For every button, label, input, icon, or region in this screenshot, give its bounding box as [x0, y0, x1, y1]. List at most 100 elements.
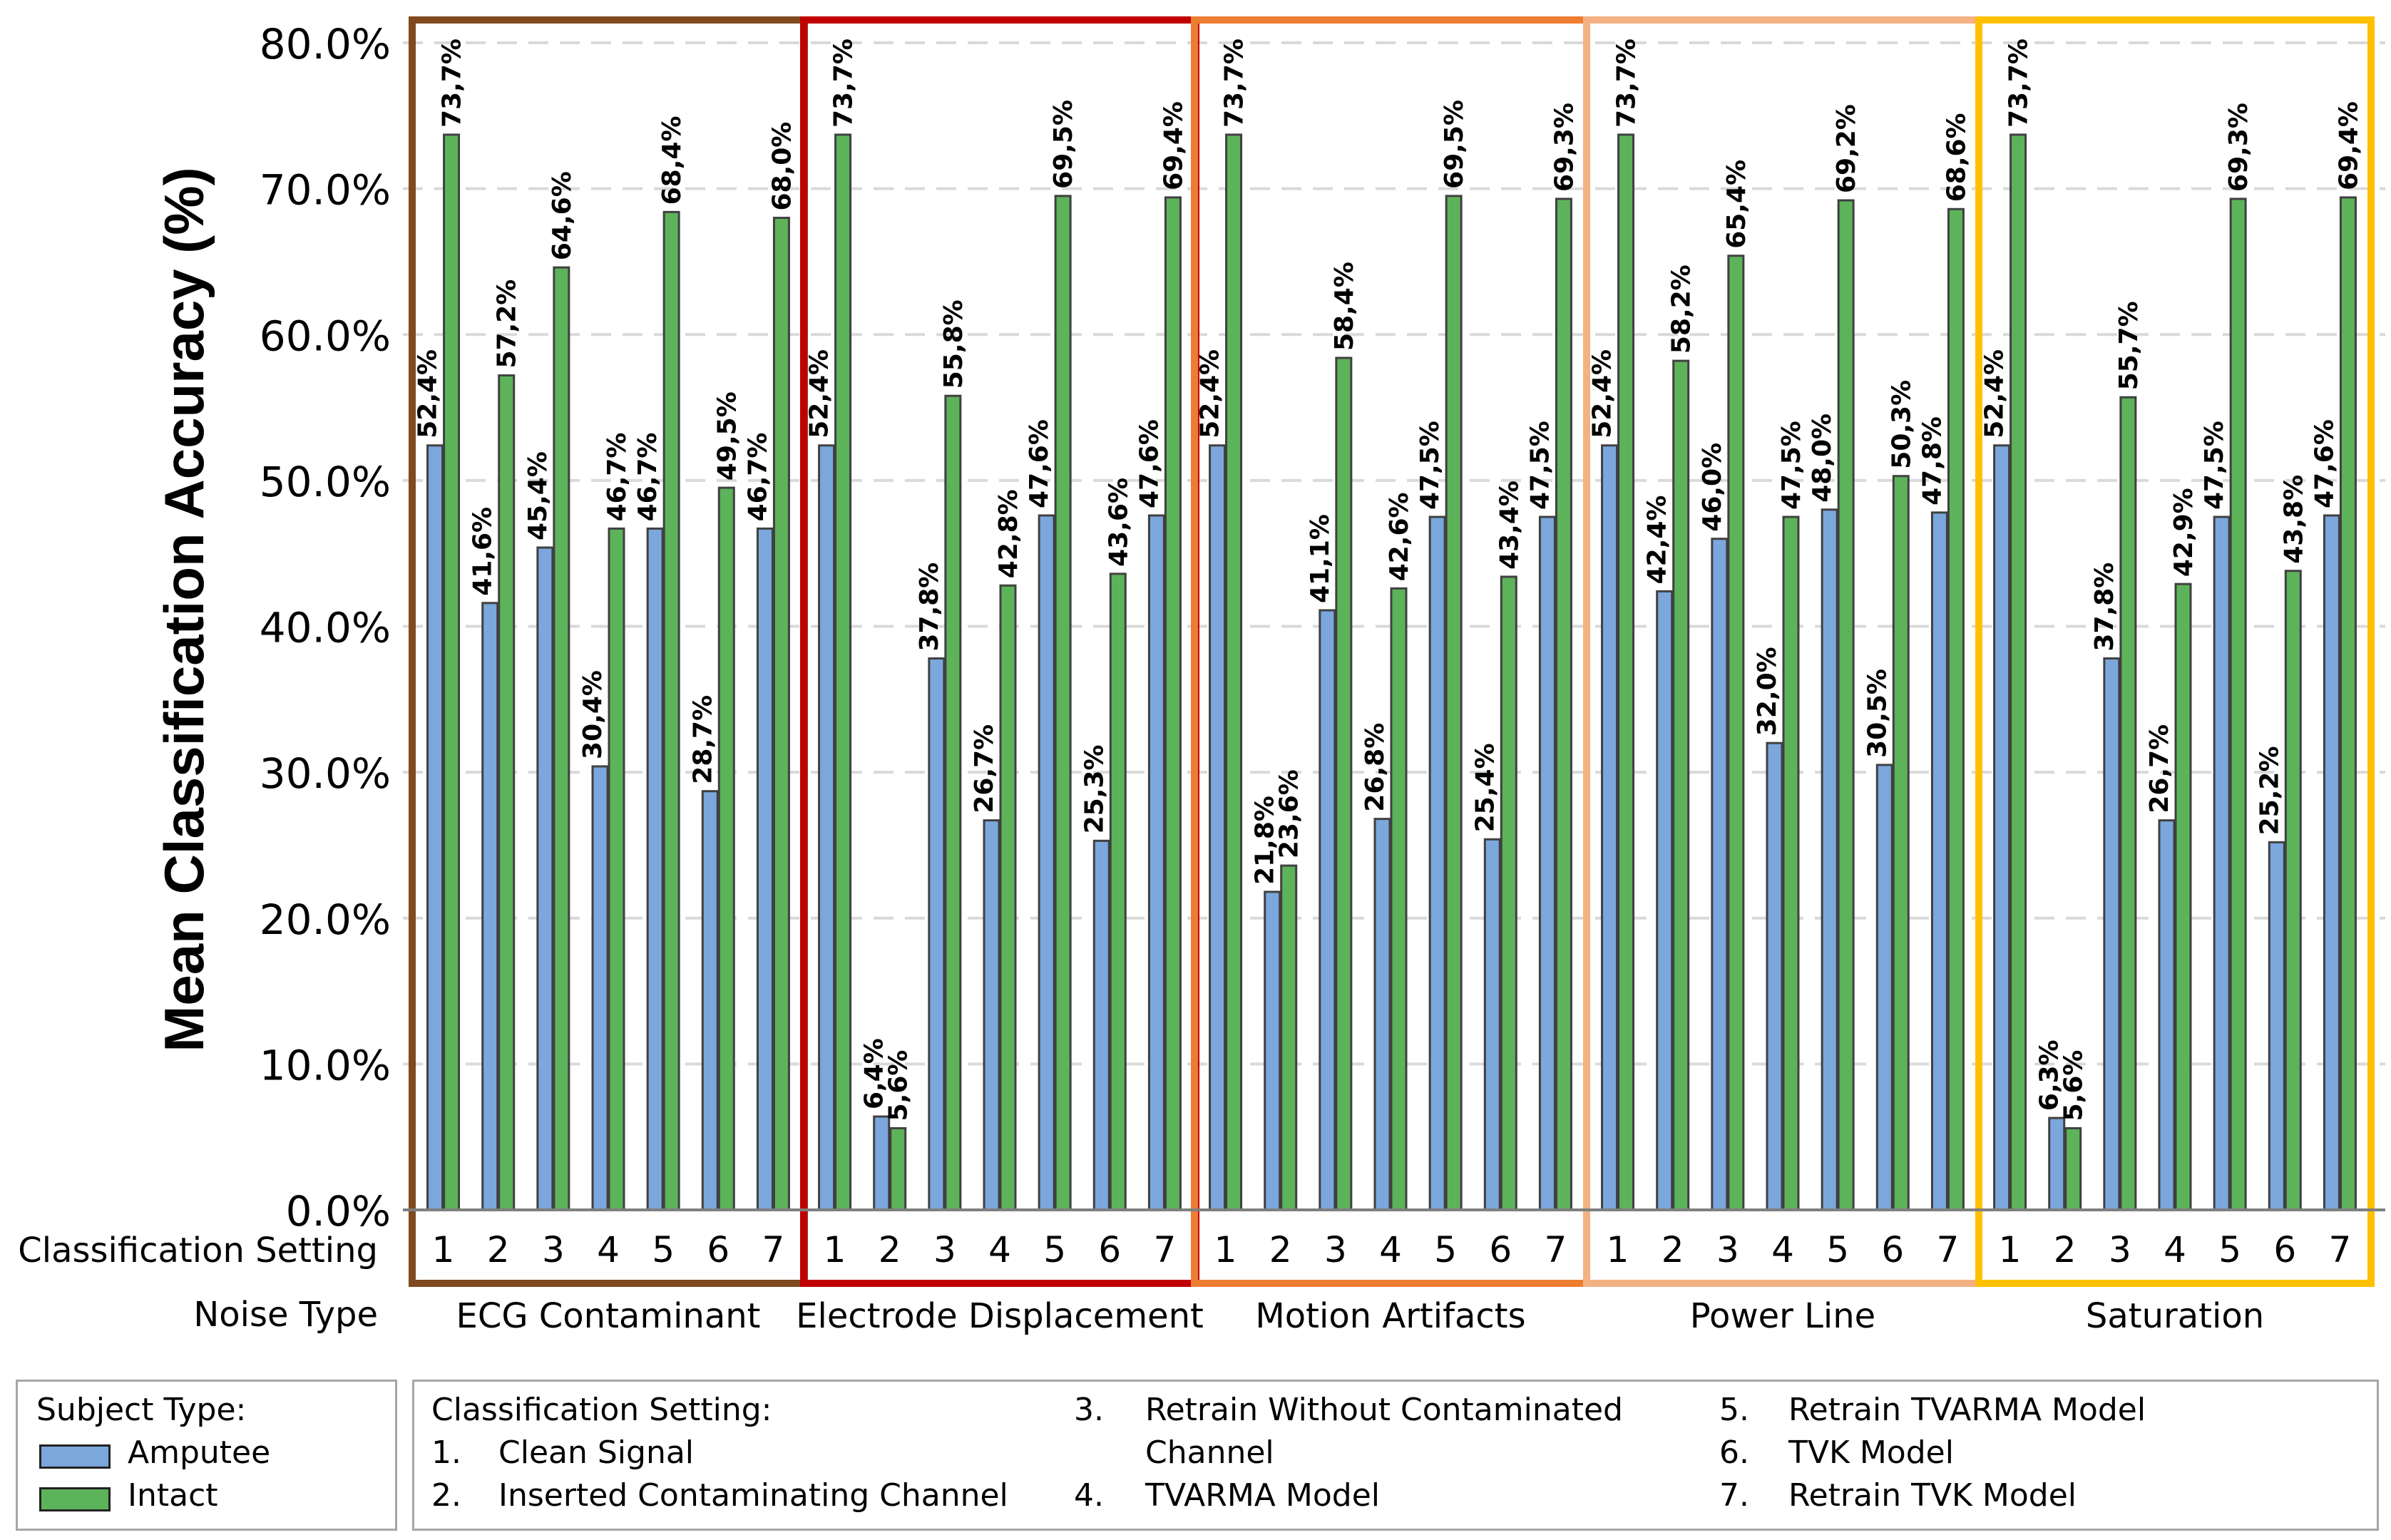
amputee-bar	[536, 546, 554, 1211]
setting-tick-label: 7	[762, 1229, 785, 1270]
data-labels: 52,4% 73,7% 41,6% 57,2% 45,4% 64,6% 30,4% 46,7%…	[414, 38, 2364, 1121]
amputee-legend-label: Amputee	[128, 1434, 271, 1471]
amputee-bar	[818, 444, 836, 1211]
setting-tick-label: 2	[2054, 1229, 2077, 1270]
amputee-bar	[1875, 764, 1893, 1211]
setting-tick-label: 4	[1771, 1229, 1794, 1270]
amputee-bar	[1601, 444, 1619, 1211]
legend-num-5: 5.	[1719, 1392, 1749, 1428]
amputee-bar	[646, 527, 664, 1211]
legend-num-6: 6.	[1719, 1434, 1749, 1471]
intact-data-label: 68,0%	[767, 122, 797, 211]
amputee-bar	[983, 819, 1000, 1211]
y-tick-label: 10.0%	[260, 1041, 391, 1089]
legend-text-6: TVK Model	[1788, 1434, 1954, 1471]
amputee-data-label: 48,0%	[1808, 414, 1837, 503]
intact-bar	[553, 266, 570, 1211]
intact-bar	[2119, 396, 2137, 1211]
classification-setting-row-label: Classification Setting	[18, 1231, 378, 1270]
intact-bar	[1837, 199, 1855, 1211]
intact-data-label: 5,6%	[884, 1050, 913, 1121]
amputee-bar	[1038, 514, 1055, 1211]
amputee-bar	[1538, 515, 1556, 1211]
intact-bar	[1445, 195, 1463, 1211]
amputee-bar	[1209, 444, 1227, 1211]
intact-data-label: 5,6%	[2059, 1050, 2089, 1121]
noise-type-label: Power Line	[1690, 1296, 1875, 1336]
classification-setting-legend: Classification Setting: 1. Clean Signal …	[412, 1380, 2379, 1531]
amputee-data-label: 28,7%	[688, 695, 717, 784]
intact-bar	[443, 133, 461, 1211]
legend-num-4: 4.	[1074, 1477, 1104, 1514]
amputee-data-label: 46,7%	[743, 432, 772, 521]
amputee-data-label: 46,7%	[633, 432, 662, 521]
amputee-data-label: 52,4%	[1196, 349, 1225, 438]
amputee-data-label: 47,5%	[1525, 421, 1555, 510]
noise-type-row-label: Noise Type	[193, 1295, 378, 1335]
intact-bar	[1947, 207, 1965, 1211]
setting-tick-label: 3	[1716, 1229, 1739, 1270]
intact-data-label: 65,4%	[1722, 160, 1751, 249]
intact-bar	[889, 1126, 907, 1211]
amputee-data-label: 26,8%	[1361, 723, 1390, 812]
intact-data-label: 73,7%	[829, 38, 859, 128]
legend-text-3a: Retrain Without Contaminated	[1145, 1392, 1623, 1428]
amputee-bar	[701, 790, 719, 1211]
amputee-data-label: 47,6%	[2310, 419, 2339, 508]
amputee-data-label: 25,2%	[2255, 746, 2284, 835]
setting-tick-label: 2	[1269, 1229, 1292, 1270]
intact-bar	[2284, 570, 2302, 1211]
amputee-data-label: 47,6%	[1025, 419, 1054, 508]
amputee-bar	[2323, 514, 2340, 1211]
amputee-bar	[591, 765, 609, 1211]
amputee-bar	[2048, 1116, 2066, 1211]
intact-bar	[1555, 197, 1572, 1211]
amputee-data-label: 52,4%	[1980, 349, 2009, 438]
setting-tick-label: 1	[824, 1229, 846, 1270]
amputee-data-label: 26,7%	[970, 724, 999, 813]
amputee-data-label: 47,5%	[2200, 421, 2229, 510]
intact-bar	[1727, 255, 1745, 1211]
setting-tick-label: 4	[1379, 1229, 1402, 1270]
intact-legend-label: Intact	[128, 1477, 218, 1514]
amputee-bar	[481, 602, 499, 1211]
setting-tick-label: 7	[1937, 1229, 1960, 1270]
amputee-bar	[426, 444, 444, 1211]
amputee-data-label: 46,0%	[1698, 443, 1727, 532]
legend-num-7: 7.	[1719, 1477, 1749, 1514]
amputee-bar	[756, 527, 774, 1211]
intact-data-label: 55,7%	[2114, 301, 2144, 390]
amputee-bar	[1428, 515, 1446, 1211]
amputee-data-label: 37,8%	[2090, 563, 2119, 652]
amputee-data-label: 25,4%	[1470, 743, 1500, 832]
setting-tick-label: 6	[1098, 1229, 1121, 1270]
amputee-bar	[1147, 514, 1165, 1211]
y-tick-label: 60.0%	[260, 312, 391, 360]
setting-tick-label: 5	[652, 1229, 675, 1270]
intact-bar	[772, 217, 790, 1211]
amputee-bar	[1993, 444, 2011, 1211]
intact-data-label: 69,3%	[2224, 103, 2253, 192]
intact-bar	[498, 374, 516, 1211]
y-tick-label: 70.0%	[260, 166, 391, 215]
intact-bar	[2229, 197, 2247, 1211]
y-tick-label: 20.0%	[260, 895, 391, 944]
intact-bar	[1054, 195, 1072, 1211]
intact-bar	[1335, 356, 1353, 1211]
amputee-data-label: 30,5%	[1863, 669, 1892, 758]
intact-data-label: 43,6%	[1104, 478, 1133, 567]
intact-data-label: 23,6%	[1275, 769, 1304, 858]
amputee-data-label: 41,6%	[469, 507, 498, 596]
intact-data-label: 58,4%	[1330, 262, 1359, 351]
intact-data-label: 46,7%	[603, 432, 632, 521]
intact-bar	[1280, 864, 1298, 1211]
setting-tick-label: 5	[1434, 1229, 1457, 1270]
amputee-bar	[1930, 511, 1948, 1211]
setting-tick-label: 2	[487, 1229, 510, 1270]
legend-text-5: Retrain TVARMA Model	[1788, 1392, 2146, 1428]
intact-bar	[1390, 587, 1408, 1211]
setting-tick-label: 3	[1324, 1229, 1347, 1270]
setting-tick-label: 7	[1154, 1229, 1177, 1270]
bars	[426, 133, 2357, 1211]
intact-bar	[1892, 475, 1910, 1211]
